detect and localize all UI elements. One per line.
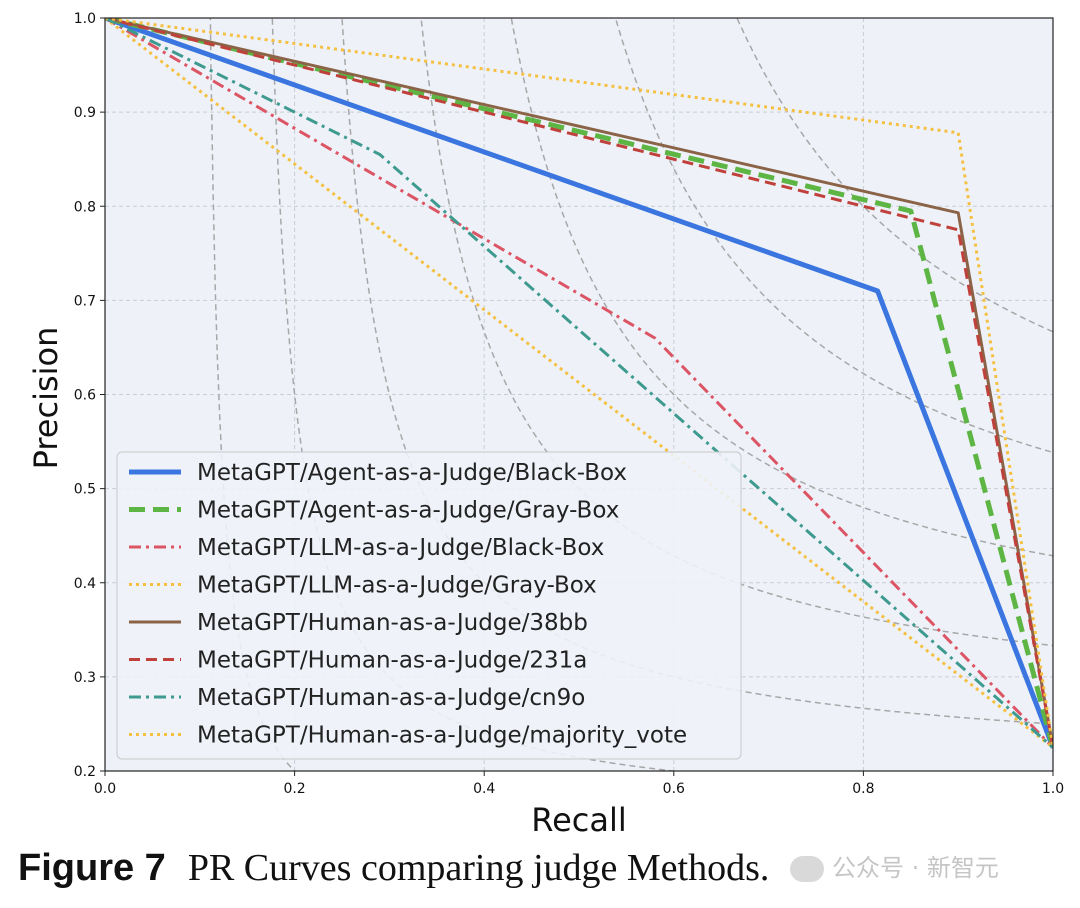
x-axis-label: Recall bbox=[531, 801, 626, 839]
x-tick-label: 0.0 bbox=[94, 781, 116, 797]
y-tick-label: 0.8 bbox=[74, 199, 96, 215]
series-line-4 bbox=[105, 18, 1053, 749]
iso-f1-curve bbox=[614, 18, 1053, 454]
legend-entry-label: MetaGPT/Human-as-a-Judge/majority_vote bbox=[197, 723, 687, 749]
legend-entry-label: MetaGPT/Human-as-a-Judge/38bb bbox=[197, 610, 588, 636]
x-tick-label: 1.0 bbox=[1042, 781, 1064, 797]
legend-entry-label: MetaGPT/Agent-as-a-Judge/Black-Box bbox=[197, 460, 627, 486]
y-tick-label: 0.7 bbox=[74, 293, 96, 309]
legend-entry-label: MetaGPT/LLM-as-a-Judge/Black-Box bbox=[197, 535, 604, 561]
y-tick-label: 0.2 bbox=[74, 764, 96, 780]
legend-box bbox=[116, 451, 742, 760]
series-lines bbox=[105, 18, 1053, 749]
y-axis-label: Precision bbox=[27, 327, 65, 470]
series-line-1 bbox=[105, 18, 1053, 749]
x-tick-label: 0.2 bbox=[283, 781, 305, 797]
pr-curve-chart: 0.0 0.2 0.4 0.6 0.8 1.0 0.20.30.40.50.60.70.8… bbox=[27, 11, 1064, 839]
figure-caption-text: PR Curves comparing judge Methods. bbox=[187, 847, 770, 889]
y-tick-label: 0.6 bbox=[74, 388, 96, 404]
series-line-2 bbox=[105, 18, 1053, 749]
figure-caption: Figure 7 PR Curves comparing judge Method… bbox=[18, 846, 769, 890]
x-axis-ticks: 0.0 0.2 0.4 0.6 0.8 1.0 bbox=[94, 771, 1064, 797]
x-tick-label: 0.8 bbox=[852, 781, 874, 797]
y-tick-label: 0.4 bbox=[74, 576, 96, 592]
legend-entry-label: MetaGPT/LLM-as-a-Judge/Gray-Box bbox=[197, 573, 597, 599]
y-tick-label: 0.3 bbox=[74, 670, 96, 686]
y-tick-label: 1.0 bbox=[74, 11, 96, 27]
y-axis-ticks: 0.2 0.3 0.4 0.5 0.6 0.7 0.8 0.9 1.0 bbox=[74, 11, 105, 780]
watermark-text: 公众号 · 新智元 bbox=[832, 854, 999, 882]
series-line-7 bbox=[105, 18, 1053, 749]
series-line-6 bbox=[105, 18, 1053, 748]
y-tick-label: 0.9 bbox=[74, 105, 96, 121]
iso-f1-curve bbox=[420, 18, 1053, 647]
watermark: 公众号 · 新智元 bbox=[790, 848, 999, 883]
figure-number: Figure 7 bbox=[18, 847, 166, 889]
x-tick-label: 0.4 bbox=[473, 781, 495, 797]
iso-f1-curve bbox=[510, 18, 1053, 557]
series-line-3 bbox=[105, 18, 1053, 749]
wechat-icon bbox=[790, 856, 824, 882]
legend-entry-label: MetaGPT/Human-as-a-Judge/cn9o bbox=[197, 685, 585, 711]
legend-entry-label: MetaGPT/Agent-as-a-Judge/Gray-Box bbox=[197, 498, 619, 524]
y-tick-label: 0.5 bbox=[74, 482, 96, 498]
legend: MetaGPT/Agent-as-a-Judge/Black-Box MetaGP… bbox=[116, 451, 742, 760]
series-line-8 bbox=[105, 18, 1053, 748]
x-tick-label: 0.6 bbox=[663, 781, 685, 797]
legend-entry-label: MetaGPT/Human-as-a-Judge/231a bbox=[197, 648, 587, 674]
